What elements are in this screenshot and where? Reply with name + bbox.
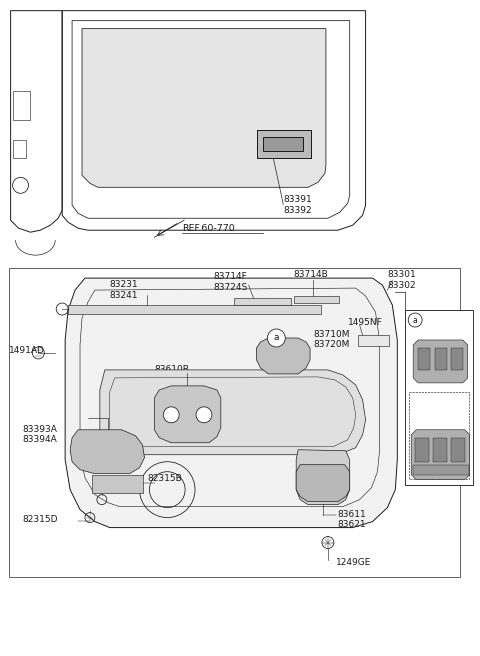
Text: a: a bbox=[413, 316, 418, 325]
Bar bbox=[9, 268, 460, 577]
Polygon shape bbox=[296, 450, 350, 504]
Bar bbox=[405, 310, 473, 485]
Text: 82315D: 82315D bbox=[23, 514, 58, 523]
Bar bbox=[433, 438, 447, 462]
Text: 83301
83302: 83301 83302 bbox=[387, 270, 416, 289]
Polygon shape bbox=[256, 338, 310, 374]
Text: 83391
83392: 83391 83392 bbox=[283, 195, 312, 215]
Text: (SEAT WARMER)
93580A: (SEAT WARMER) 93580A bbox=[407, 396, 471, 415]
Text: 83714B: 83714B bbox=[293, 270, 328, 279]
Bar bbox=[12, 140, 26, 158]
Circle shape bbox=[163, 407, 179, 423]
Bar bbox=[413, 464, 468, 475]
Text: 1491AD: 1491AD bbox=[9, 346, 45, 355]
Text: 1495NF: 1495NF bbox=[348, 318, 383, 327]
Bar bbox=[451, 438, 465, 462]
Text: 83393A
83394A: 83393A 83394A bbox=[23, 425, 58, 444]
Text: 83710M
83720M: 83710M 83720M bbox=[313, 330, 349, 350]
Bar bbox=[358, 335, 389, 346]
Text: 83611
83621: 83611 83621 bbox=[338, 510, 367, 529]
Bar bbox=[409, 392, 468, 479]
Polygon shape bbox=[65, 278, 397, 527]
Bar bbox=[418, 348, 430, 370]
Bar bbox=[68, 305, 321, 314]
Text: 83610B
83620B: 83610B 83620B bbox=[155, 365, 189, 384]
Bar bbox=[264, 137, 303, 152]
Circle shape bbox=[267, 329, 285, 347]
Bar bbox=[415, 438, 429, 462]
Polygon shape bbox=[70, 430, 144, 474]
Polygon shape bbox=[411, 430, 470, 480]
Text: 82315B: 82315B bbox=[147, 474, 182, 483]
Polygon shape bbox=[296, 464, 350, 502]
Bar bbox=[12, 91, 30, 121]
Polygon shape bbox=[82, 29, 326, 188]
Bar bbox=[435, 348, 447, 370]
Circle shape bbox=[196, 407, 212, 423]
Bar bbox=[92, 475, 144, 493]
Text: 93580A: 93580A bbox=[425, 318, 459, 327]
Polygon shape bbox=[413, 340, 468, 383]
Bar bbox=[451, 348, 463, 370]
Bar bbox=[234, 298, 291, 305]
Text: 83231
83241: 83231 83241 bbox=[110, 280, 138, 300]
Text: 83714F
83724S: 83714F 83724S bbox=[214, 272, 248, 291]
Text: 1249GE: 1249GE bbox=[336, 558, 371, 567]
Bar bbox=[294, 296, 339, 303]
Text: REF.60-770: REF.60-770 bbox=[182, 224, 235, 234]
Text: a: a bbox=[274, 333, 279, 342]
Polygon shape bbox=[155, 386, 221, 443]
Polygon shape bbox=[100, 370, 366, 455]
Circle shape bbox=[408, 313, 422, 327]
Bar bbox=[256, 131, 311, 158]
